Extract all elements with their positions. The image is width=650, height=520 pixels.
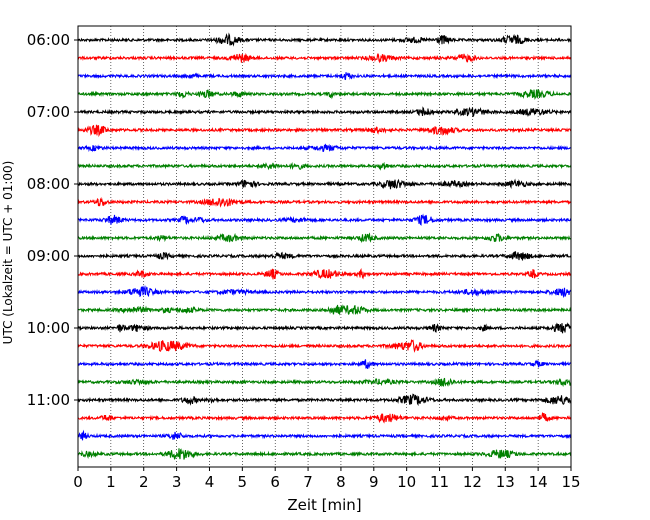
y-tick-label: 09:00 [27, 247, 70, 265]
trace-line [77, 339, 572, 353]
trace-line [77, 377, 572, 388]
x-tick-label: 7 [303, 473, 313, 491]
trace-line [77, 412, 572, 424]
trace-line [77, 124, 572, 138]
y-tick-label: 10:00 [27, 319, 70, 337]
y-axis: 06:00 07:00 08:00 09:00 10:00 11:00 [27, 31, 78, 409]
x-tick-label: 0 [73, 473, 83, 491]
x-tick-label: 10 [397, 473, 416, 491]
trace-line [77, 267, 572, 280]
y-tick-label: 08:00 [27, 175, 70, 193]
trace-line [77, 322, 572, 334]
x-tick-label: 4 [205, 473, 215, 491]
x-axis-label: Zeit [min] [287, 496, 361, 514]
trace-line [77, 359, 572, 370]
x-tick-label: 14 [529, 473, 548, 491]
trace-line [77, 429, 572, 441]
x-tick-label: 15 [561, 473, 580, 491]
y-tick-label: 11:00 [27, 391, 70, 409]
trace-line [77, 448, 572, 460]
x-tick-label: 1 [106, 473, 116, 491]
trace-line [77, 213, 572, 226]
x-axis: 0 1 2 3 4 5 6 7 8 9 10 11 12 13 14 15 [73, 467, 581, 491]
x-tick-label: 8 [336, 473, 346, 491]
y-tick-label: 07:00 [27, 103, 70, 121]
trace-line [77, 284, 572, 299]
trace-line [77, 232, 572, 244]
trace-line [77, 178, 572, 190]
x-tick-label: 12 [463, 473, 482, 491]
trace-line [77, 393, 572, 407]
x-tick-label: 6 [270, 473, 280, 491]
trace-line [77, 250, 572, 261]
y-axis-label: UTC (Lokalzeit = UTC + 01:00) [1, 161, 15, 345]
trace-line [77, 143, 572, 153]
trace-line [77, 161, 572, 171]
trace-line [77, 196, 572, 208]
trace-line [77, 304, 572, 316]
traces [77, 32, 572, 460]
x-tick-label: 13 [496, 473, 515, 491]
plot-frame [77, 25, 572, 468]
x-tick-label: 5 [238, 473, 248, 491]
x-tick-label: 3 [172, 473, 182, 491]
x-tick-label: 2 [139, 473, 149, 491]
trace-line [77, 52, 572, 64]
x-tick-label: 9 [369, 473, 379, 491]
trace-line [77, 32, 572, 47]
trace-line [77, 72, 572, 81]
x-tick-label: 11 [430, 473, 449, 491]
y-tick-label: 06:00 [27, 31, 70, 49]
trace-line [77, 89, 572, 100]
trace-line [77, 106, 572, 117]
